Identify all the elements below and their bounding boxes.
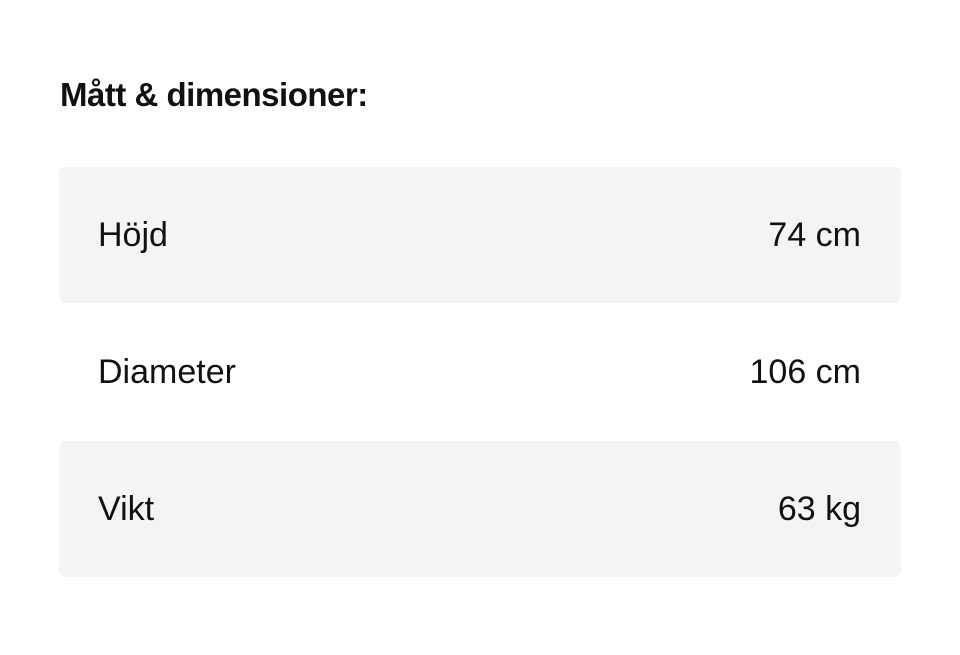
row-value: 74 cm <box>768 215 861 254</box>
dimensions-table: Höjd 74 cm Diameter 106 cm Vikt 63 kg <box>59 167 901 578</box>
table-row: Höjd 74 cm <box>59 167 901 303</box>
row-value: 106 cm <box>749 352 862 391</box>
row-label: Diameter <box>98 352 236 391</box>
table-row: Vikt 63 kg <box>59 441 901 577</box>
table-row: Diameter 106 cm <box>59 304 901 440</box>
row-label: Vikt <box>98 489 155 528</box>
section-title: Mått & dimensioner: <box>60 76 368 113</box>
row-value: 63 kg <box>777 489 861 528</box>
row-label: Höjd <box>98 215 168 254</box>
